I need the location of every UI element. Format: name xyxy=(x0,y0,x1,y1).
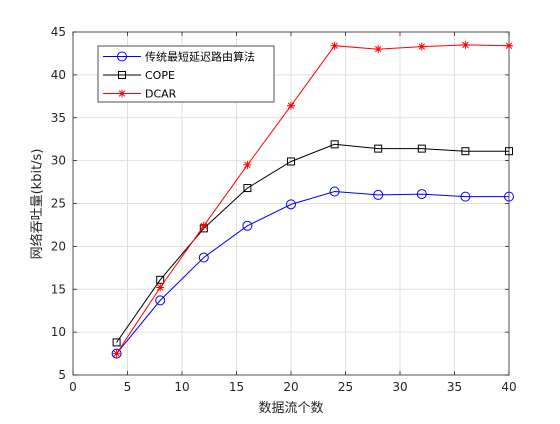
legend-marker xyxy=(117,51,127,62)
data-point-square xyxy=(417,144,426,153)
data-point-square xyxy=(505,147,513,156)
legend-label: DCAR xyxy=(145,88,177,101)
legend-marker xyxy=(118,71,126,79)
series-1 xyxy=(112,140,513,347)
x-tick-label: 0 xyxy=(69,380,77,394)
legend-label: 传统最短延迟路由算法 xyxy=(145,50,255,64)
data-point-circle xyxy=(198,252,209,263)
y-tick-label: 45 xyxy=(51,25,66,39)
data-point-star xyxy=(112,349,121,358)
data-point-square xyxy=(112,338,121,347)
data-point-square xyxy=(461,147,470,156)
x-tick-label: 40 xyxy=(501,380,516,394)
y-tick-label: 10 xyxy=(51,325,66,339)
data-point-circle xyxy=(373,189,384,200)
data-point-circle xyxy=(460,191,471,202)
series-2 xyxy=(112,40,513,358)
y-axis-label: 网络吞吐量(kbit/s) xyxy=(29,149,45,260)
series-line xyxy=(116,143,509,343)
x-tick-label: 5 xyxy=(124,380,132,394)
series-0 xyxy=(111,186,514,359)
series-line xyxy=(116,190,509,354)
series-group xyxy=(111,40,514,359)
data-point-circle xyxy=(286,199,296,210)
data-point-star xyxy=(243,160,252,169)
x-axis-label: 数据流个数 xyxy=(258,401,323,416)
data-point-circle xyxy=(242,220,253,231)
x-tick-label: 30 xyxy=(392,380,407,394)
legend: 传统最短延迟路由算法 COPE DCAR xyxy=(97,45,275,103)
x-tick-label: 20 xyxy=(283,380,298,394)
legend-box xyxy=(97,45,275,103)
data-point-star xyxy=(461,40,470,49)
data-point-circle xyxy=(416,189,427,200)
x-tick-label: 35 xyxy=(447,380,462,394)
series-line xyxy=(116,44,510,354)
data-point-star xyxy=(287,101,295,110)
data-point-square xyxy=(374,144,383,153)
legend-label: COPE xyxy=(145,69,175,82)
data-point-star xyxy=(417,42,426,51)
y-tick-label: 20 xyxy=(51,239,66,253)
legend-item: DCAR xyxy=(103,88,177,101)
data-point-star xyxy=(374,45,383,54)
legend-item: 传统最短延迟路由算法 xyxy=(103,50,255,64)
data-point-star xyxy=(330,41,339,50)
legend-marker xyxy=(118,89,126,98)
y-tick-label: 25 xyxy=(51,197,66,211)
x-tick-label: 25 xyxy=(338,380,353,394)
data-point-star xyxy=(156,283,165,292)
y-tick-label: 15 xyxy=(51,282,66,296)
data-point-square xyxy=(330,140,339,149)
data-point-star xyxy=(199,221,208,230)
data-point-square xyxy=(287,157,295,166)
y-tick-label: 30 xyxy=(51,154,66,168)
data-point-circle xyxy=(155,295,166,306)
y-tick-label: 40 xyxy=(51,68,66,82)
data-point-square xyxy=(156,275,165,284)
data-point-star xyxy=(505,41,513,50)
data-point-circle xyxy=(504,191,514,202)
y-tick-label: 5 xyxy=(58,368,66,382)
legend-item: COPE xyxy=(103,69,175,82)
data-point-circle xyxy=(329,186,340,197)
data-point-square xyxy=(243,184,252,193)
x-tick-label: 15 xyxy=(229,380,244,394)
data-point-circle xyxy=(111,348,122,359)
y-tick-label: 35 xyxy=(51,111,66,125)
x-tick-label: 10 xyxy=(174,380,189,394)
